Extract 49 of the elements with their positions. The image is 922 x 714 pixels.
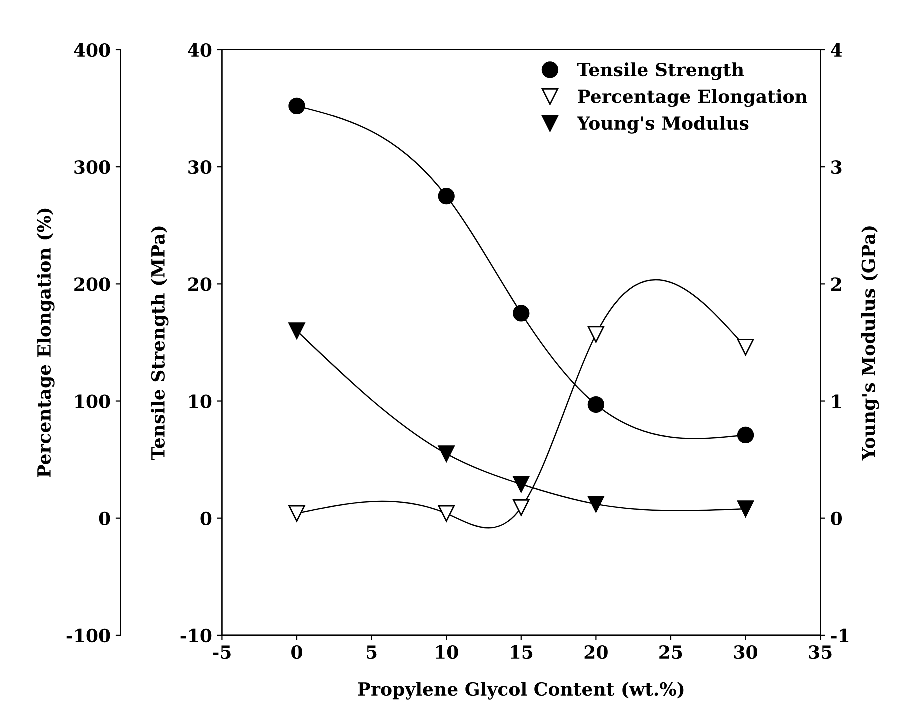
y3-tick-label: 300 bbox=[74, 160, 110, 174]
y3-tick-label: 400 bbox=[74, 43, 110, 58]
point bbox=[588, 496, 605, 513]
y-tick-label: -10 bbox=[180, 628, 212, 643]
y-tick-label: 10 bbox=[190, 394, 212, 408]
point bbox=[737, 500, 754, 518]
y3-tick-label: -100 bbox=[66, 628, 110, 643]
y-tick-label: 20 bbox=[188, 278, 212, 292]
y-tick-label: 30 bbox=[188, 160, 212, 174]
x-tick-label: 25 bbox=[660, 646, 682, 660]
x-tick-label: 35 bbox=[809, 646, 832, 660]
x-axis-title: Propylene Glycol Content (wt.%) bbox=[358, 682, 684, 700]
y2-axis-title: Young's Modulus (GPa) bbox=[861, 226, 880, 461]
y-tick-label: 0 bbox=[200, 512, 212, 526]
point bbox=[513, 476, 530, 493]
point bbox=[288, 322, 306, 340]
point bbox=[737, 339, 754, 356]
point bbox=[588, 326, 605, 343]
y-tick-label: 40 bbox=[188, 43, 212, 58]
point bbox=[588, 396, 605, 414]
legend-label: Tensile Strength bbox=[578, 62, 744, 80]
x-tick-label: -5 bbox=[213, 646, 231, 660]
y2-tick-label: 0 bbox=[831, 512, 842, 526]
y3-axis-title: Percentage Elongation (%) bbox=[37, 208, 55, 478]
point bbox=[438, 505, 455, 522]
x-tick-label: 30 bbox=[734, 646, 758, 660]
y3-tick-label: 200 bbox=[74, 278, 110, 292]
y-axis-title: Tensile Strength (MPa) bbox=[151, 226, 169, 460]
y2-tick-label: 1 bbox=[832, 394, 842, 408]
legend-label: Young's Modulus bbox=[577, 116, 749, 134]
y3-tick-label: 100 bbox=[76, 394, 110, 408]
point bbox=[288, 98, 306, 115]
legend-label: Percentage Elongation bbox=[578, 89, 808, 108]
point bbox=[288, 505, 306, 522]
point bbox=[438, 446, 455, 462]
y2-tick-label: 3 bbox=[832, 160, 842, 174]
x-tick-label: 20 bbox=[584, 646, 608, 660]
y2-tick-label: -1 bbox=[831, 628, 849, 642]
y3-tick-label: 0 bbox=[99, 512, 110, 526]
point bbox=[513, 499, 530, 516]
point bbox=[513, 305, 530, 322]
x-tick-label: 5 bbox=[366, 646, 377, 660]
y2-tick-label: 4 bbox=[831, 43, 842, 57]
point bbox=[438, 188, 455, 205]
x-tick-label: 15 bbox=[511, 646, 533, 660]
y2-tick-label: 2 bbox=[832, 278, 842, 292]
x-tick-label: 10 bbox=[436, 646, 458, 660]
x-tick-label: 0 bbox=[292, 646, 302, 660]
point bbox=[737, 426, 754, 444]
